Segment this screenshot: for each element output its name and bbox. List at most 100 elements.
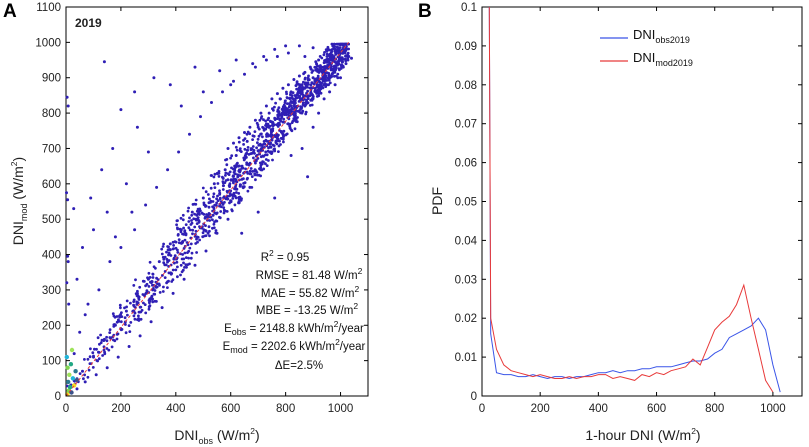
x-tick-label: 1000 xyxy=(328,403,354,415)
y-tick-label: 600 xyxy=(42,179,61,191)
scatter-point xyxy=(268,141,271,145)
scatter-point xyxy=(280,111,284,115)
scatter-point xyxy=(110,345,114,349)
scatter-point xyxy=(222,196,225,200)
scatter-point xyxy=(137,310,141,314)
scatter-point xyxy=(91,366,95,369)
scatter-point xyxy=(72,207,76,211)
scatter-point xyxy=(315,83,319,87)
scatter-point xyxy=(250,151,254,155)
y-tick-label: 0.06 xyxy=(455,158,477,170)
scatter-point xyxy=(208,229,211,233)
scatter-point xyxy=(141,293,145,296)
scatter-point xyxy=(212,192,216,196)
scatter-point xyxy=(229,193,233,197)
scatter-point xyxy=(213,186,217,190)
scatter-point xyxy=(102,337,106,341)
scatter-point xyxy=(116,355,120,359)
scatter-point xyxy=(138,334,142,338)
x-tick-label: 0 xyxy=(479,403,485,415)
scatter-point xyxy=(314,90,318,94)
scatter-point xyxy=(124,182,128,186)
scatter-point xyxy=(273,105,276,109)
scatter-point xyxy=(245,177,249,181)
scatter-point xyxy=(245,139,249,143)
scatter-point xyxy=(196,207,200,211)
density-point xyxy=(67,372,72,377)
scatter-point xyxy=(234,154,238,157)
scatter-point xyxy=(94,373,98,377)
scatter-point xyxy=(147,307,151,311)
scatter-point xyxy=(282,140,285,144)
scatter-point xyxy=(166,168,170,172)
scatter-point xyxy=(234,165,238,169)
scatter-point xyxy=(256,125,260,129)
scatter-point xyxy=(160,247,164,251)
scatter-point xyxy=(228,170,232,174)
scatter-point xyxy=(218,189,221,193)
scatter-point xyxy=(188,228,192,232)
scatter-point xyxy=(183,251,187,255)
scatter-point xyxy=(237,200,241,203)
scatter-point xyxy=(124,323,127,326)
scatter-point xyxy=(212,222,216,226)
scatter-point xyxy=(191,228,195,232)
scatter-point xyxy=(303,104,307,108)
scatter-point xyxy=(78,372,82,375)
scatter-point xyxy=(219,210,223,213)
scatter-point xyxy=(306,78,310,82)
scatter-point xyxy=(183,238,187,242)
scatter-point xyxy=(267,111,271,115)
scatter-point xyxy=(233,203,237,207)
scatter-point xyxy=(181,213,185,217)
scatter-point xyxy=(225,210,229,213)
scatter-point xyxy=(317,58,321,62)
scatter-point xyxy=(95,347,98,351)
scatter-point xyxy=(264,124,267,127)
scatter-point xyxy=(326,76,329,80)
scatter-point xyxy=(124,309,128,313)
scatter-point xyxy=(245,149,249,152)
scatter-point xyxy=(262,118,265,122)
scatter-point xyxy=(242,156,246,160)
scatter-point xyxy=(262,160,265,164)
scatter-point xyxy=(239,183,243,187)
scatter-point xyxy=(239,150,243,154)
scatter-point xyxy=(209,186,213,190)
scatter-point xyxy=(301,85,304,89)
scatter-point xyxy=(105,366,109,370)
scatter-point xyxy=(174,246,178,250)
scatter-point xyxy=(237,192,241,195)
scatter-point xyxy=(304,112,308,116)
scatter-point xyxy=(313,65,317,69)
scatter-point xyxy=(282,130,285,133)
scatter-point xyxy=(124,331,128,335)
scatter-point xyxy=(311,97,315,101)
scatter-point xyxy=(341,65,345,69)
scatter-point xyxy=(273,148,276,152)
scatter-panel: 0 200 400 600 800 1000 0 100 200 300 400 500 600 700 8… xyxy=(9,2,369,446)
y-tick-label: 0.09 xyxy=(455,41,477,53)
scatter-point xyxy=(223,181,227,185)
scatter-point xyxy=(119,320,123,324)
scatter-point xyxy=(207,205,211,209)
scatter-point xyxy=(337,67,341,70)
scatter-point xyxy=(299,111,302,115)
scatter-point xyxy=(323,79,327,83)
scatter-point xyxy=(148,304,152,308)
scatter-point xyxy=(228,182,232,186)
scatter-point xyxy=(86,302,90,306)
density-point xyxy=(69,390,74,395)
scatter-point xyxy=(204,224,207,228)
scatter-point xyxy=(152,76,156,80)
scatter-point xyxy=(162,242,166,246)
scatter-point xyxy=(188,262,191,266)
scatter-point xyxy=(305,85,309,89)
scatter-point xyxy=(169,254,173,257)
scatter-point xyxy=(102,60,106,64)
scatter-point xyxy=(161,245,165,248)
scatter-point xyxy=(325,52,329,56)
y-tick-label: 0.08 xyxy=(455,80,477,92)
scatter-point xyxy=(171,291,175,295)
scatter-point xyxy=(176,226,179,230)
